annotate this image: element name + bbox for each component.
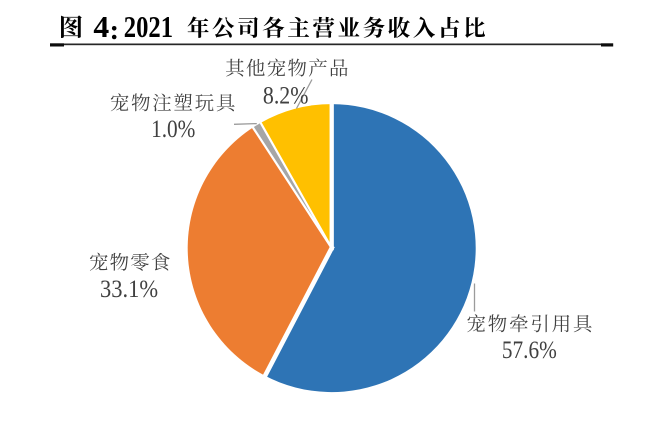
- svg-text:1.0%: 1.0%: [151, 116, 195, 143]
- svg-text:57.6%: 57.6%: [502, 337, 557, 364]
- svg-text:8.2%: 8.2%: [263, 83, 309, 110]
- svg-text:4: 4: [93, 10, 109, 44]
- svg-text:2021: 2021: [124, 10, 173, 44]
- svg-text:33.1%: 33.1%: [100, 276, 158, 303]
